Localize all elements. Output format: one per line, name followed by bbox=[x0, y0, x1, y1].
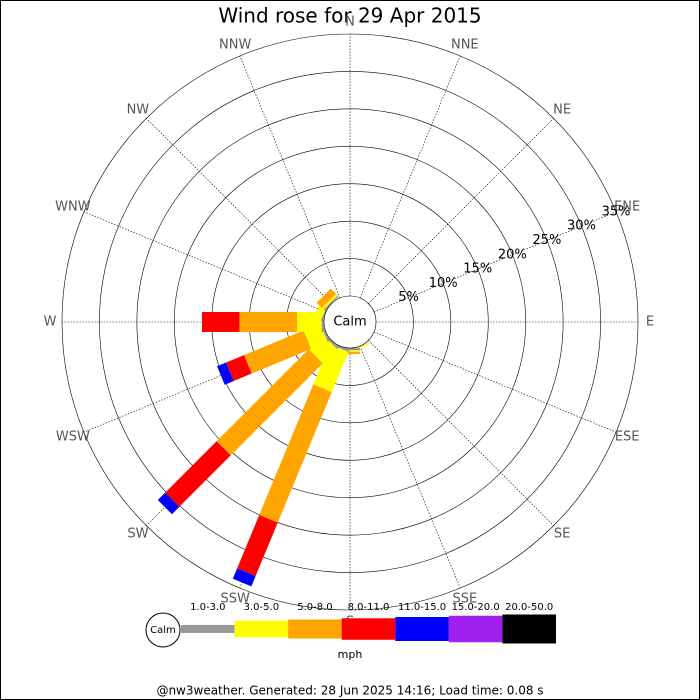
direction-label: WSW bbox=[56, 429, 90, 444]
grid-ring bbox=[99, 71, 601, 573]
direction-label: NW bbox=[127, 102, 150, 117]
direction-label: N bbox=[345, 15, 355, 30]
legend-swatch bbox=[502, 614, 556, 644]
direction-label: ESE bbox=[615, 429, 640, 444]
legend-label: 11.0-15.0 bbox=[398, 602, 446, 613]
bar-segment bbox=[226, 355, 252, 382]
direction-label: SE bbox=[554, 527, 570, 542]
direction-label: NE bbox=[553, 102, 571, 117]
bar-segment bbox=[321, 293, 338, 310]
ring-label: 25% bbox=[532, 233, 561, 248]
bar-segment bbox=[237, 515, 278, 576]
legend-calm bbox=[145, 612, 181, 648]
legend-label: 5.0-8.0 bbox=[297, 602, 332, 613]
legend-label: 8.0-11.0 bbox=[348, 602, 390, 613]
ring-label: 15% bbox=[463, 262, 492, 277]
ring-label: 20% bbox=[498, 247, 527, 262]
bar-segment bbox=[216, 349, 323, 456]
bar-segment bbox=[244, 330, 312, 374]
bar-segment bbox=[308, 334, 338, 364]
legend-calm-label: Calm bbox=[150, 625, 176, 636]
legend-label: 20.0-50.0 bbox=[505, 602, 553, 613]
direction-label: SW bbox=[127, 527, 148, 542]
chart-title: Wind rose for 29 Apr 2015 bbox=[218, 4, 481, 28]
ring-label: 10% bbox=[429, 276, 458, 291]
calm-label: Calm bbox=[333, 315, 366, 330]
direction-label: NNE bbox=[451, 37, 479, 52]
footer: @nw3weather. Generated: 28 Jun 2025 14:1… bbox=[156, 684, 543, 698]
direction-label: WNW bbox=[55, 200, 91, 215]
direction-label: SSE bbox=[452, 592, 477, 607]
calm-circle bbox=[323, 295, 377, 349]
legend-label: 1.0-3.0 bbox=[190, 602, 225, 613]
bar-segment bbox=[165, 441, 231, 507]
direction-label: E bbox=[646, 315, 654, 330]
bar-segment bbox=[259, 384, 332, 523]
bar-segment bbox=[157, 492, 180, 515]
legend-swatch bbox=[181, 625, 235, 633]
bar-segment bbox=[239, 312, 298, 332]
bar-segment bbox=[313, 344, 349, 393]
ring-label: 30% bbox=[567, 219, 596, 234]
direction-label: ENE bbox=[614, 200, 640, 215]
ring-label: 35% bbox=[602, 204, 631, 219]
bar-segment bbox=[232, 568, 256, 587]
legend-swatch bbox=[341, 618, 396, 640]
bar-segment bbox=[217, 362, 234, 385]
legend-swatch bbox=[288, 619, 342, 639]
legend-swatch bbox=[395, 617, 449, 641]
grid-ring bbox=[173, 145, 527, 499]
bar-segment bbox=[201, 312, 240, 332]
legend-label: 3.0-5.0 bbox=[244, 602, 279, 613]
ring-label: 5% bbox=[398, 290, 419, 305]
bar-segment bbox=[316, 288, 337, 309]
legend-unit: mph bbox=[338, 648, 363, 661]
bar-segment bbox=[323, 295, 339, 311]
direction-label: W bbox=[44, 315, 57, 330]
legend-swatch bbox=[234, 620, 289, 638]
direction-label: NNW bbox=[219, 37, 251, 52]
legend-swatch bbox=[448, 615, 503, 643]
legend-label: 15.0-20.0 bbox=[452, 602, 500, 613]
direction-label: SSW bbox=[221, 592, 251, 607]
